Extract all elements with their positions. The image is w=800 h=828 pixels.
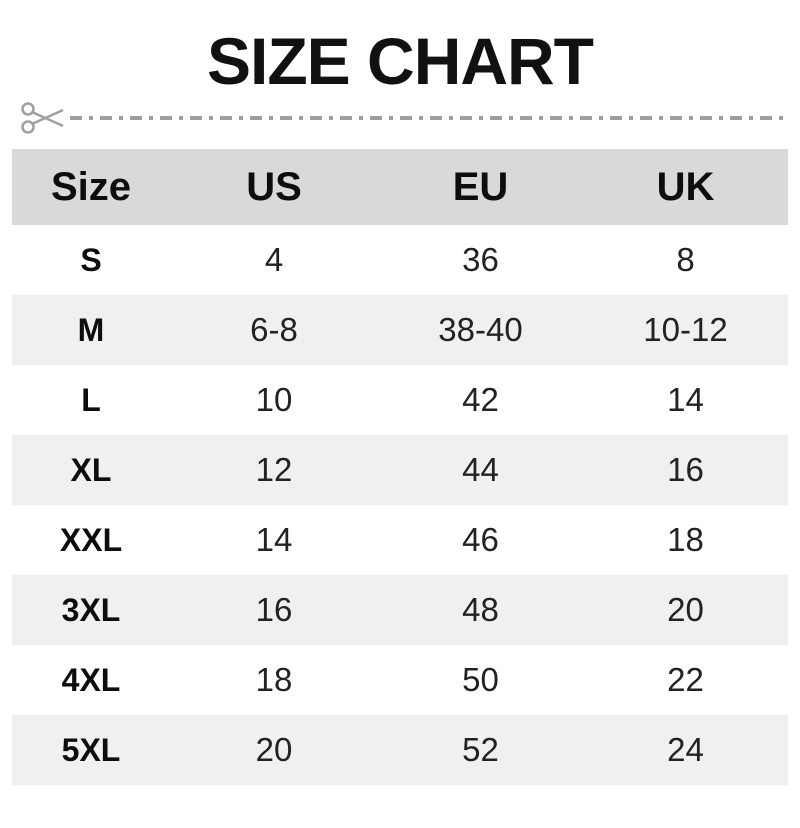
uk-cell: 10-12 [643, 311, 728, 348]
table-row-m: M 6-8 38-40 10-12 [12, 295, 788, 365]
uk-cell: 16 [667, 451, 704, 488]
eu-cell: 46 [462, 521, 499, 558]
table-row-s: S 4 36 8 [12, 225, 788, 295]
table-row-5xl: 5XL 20 52 24 [12, 715, 788, 785]
us-cell: 20 [255, 731, 293, 768]
us-cell: 6-8 [250, 311, 298, 348]
size-cell: S [80, 241, 102, 278]
us-cell: 4 [264, 241, 284, 278]
uk-cell: 24 [667, 731, 704, 768]
column-header-us: US [170, 149, 378, 225]
table-header-row: Size US EU UK [12, 149, 788, 225]
uk-cell: 14 [667, 381, 704, 418]
page-title: SIZE CHART [207, 24, 594, 98]
size-cell: 5XL [61, 731, 121, 768]
column-header-uk: UK [583, 149, 788, 225]
uk-cell: 20 [667, 591, 704, 628]
us-cell: 14 [255, 521, 293, 558]
scissors-icon [21, 102, 64, 134]
us-cell: 12 [255, 451, 293, 488]
us-cell: 18 [255, 661, 293, 698]
eu-cell: 50 [462, 661, 499, 698]
table-row-3xl: 3XL 16 48 20 [12, 575, 788, 645]
uk-cell: 22 [667, 661, 704, 698]
size-chart-page: SIZE CHART Size US EU UK S 4 36 8 [0, 28, 800, 785]
size-cell: M [77, 311, 105, 348]
uk-cell: 18 [667, 521, 704, 558]
us-cell: 16 [255, 591, 293, 628]
size-cell: L [81, 381, 101, 418]
size-cell: XXL [59, 521, 123, 558]
eu-cell: 36 [462, 241, 499, 278]
us-cell: 10 [255, 381, 293, 418]
eu-cell: 42 [462, 381, 499, 418]
column-header-size: Size [12, 149, 170, 225]
table-row-xl: XL 12 44 16 [12, 435, 788, 505]
eu-cell: 52 [462, 731, 499, 768]
column-header-eu: EU [378, 149, 583, 225]
eu-cell: 44 [462, 451, 499, 488]
cut-line-dashes [70, 116, 788, 120]
table-row-4xl: 4XL 18 50 22 [12, 645, 788, 715]
uk-cell: 8 [676, 241, 695, 278]
size-cell: 3XL [61, 591, 121, 628]
eu-cell: 48 [462, 591, 499, 628]
size-cell: 4XL [61, 661, 121, 698]
cut-line [20, 99, 788, 137]
eu-cell: 38-40 [438, 311, 523, 348]
size-chart-table: Size US EU UK S 4 36 8 M 6-8 38-40 10-12… [12, 149, 788, 785]
table-row-xxl: XXL 14 46 18 [12, 505, 788, 575]
table-row-l: L 10 42 14 [12, 365, 788, 435]
size-cell: XL [70, 451, 112, 488]
